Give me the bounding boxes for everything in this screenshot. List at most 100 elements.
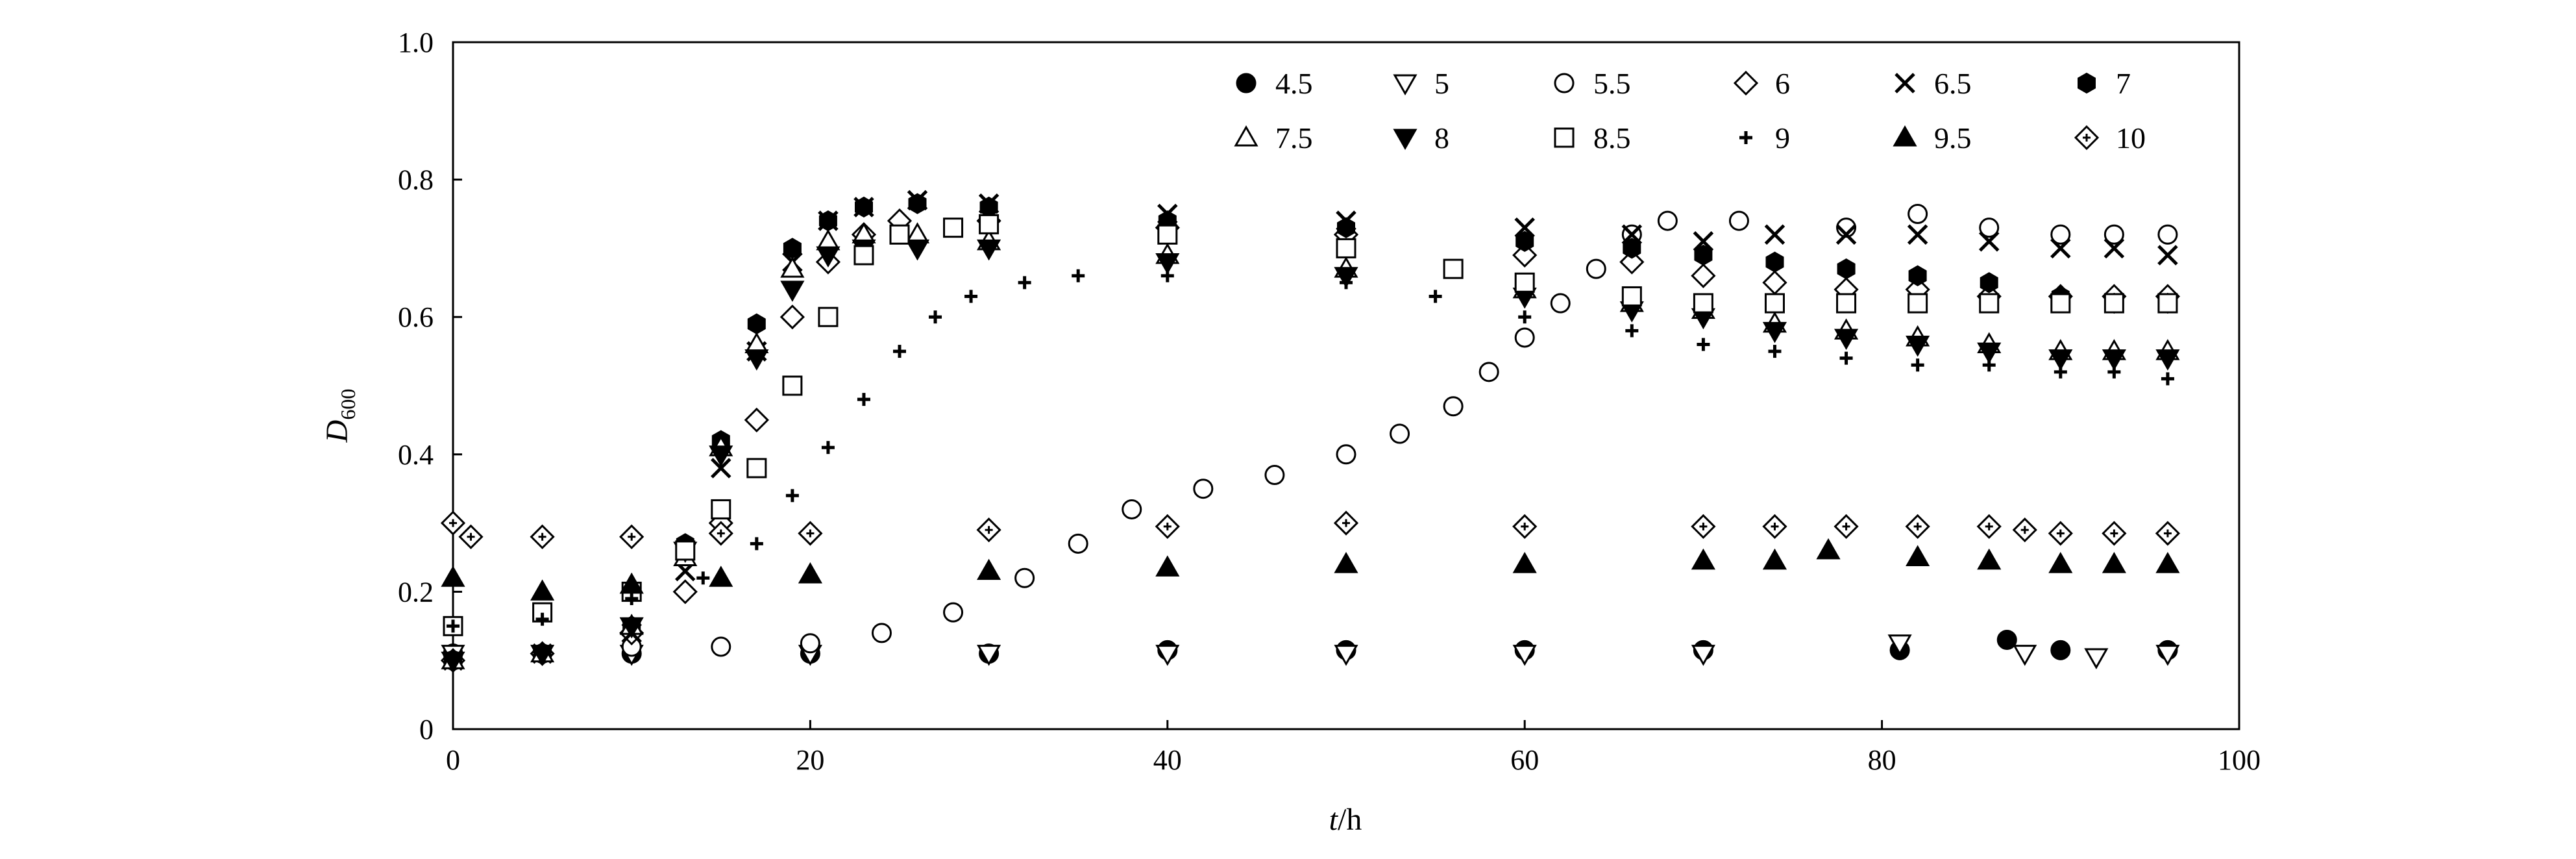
data-point [1657,210,1678,231]
legend-label: 10 [2116,121,2146,155]
data-point [709,566,733,587]
data-point [1728,210,1749,231]
data-point [1762,321,1787,343]
data-point [2048,521,2073,546]
data-point [979,196,998,218]
y-tick-label: 0 [419,714,434,745]
data-point [1979,293,2000,314]
data-point [1694,244,1713,266]
data-point [1816,538,1841,560]
data-point [675,540,696,561]
series-9 [447,269,2174,633]
data-point [1979,218,2000,238]
legend-marker [1739,131,1752,144]
data-point [2155,552,2180,573]
legend-marker [2078,72,2096,94]
x-axis-label: t/h [1329,803,1362,837]
x-axis: 0 20 40 60 80 100 [446,720,2261,776]
series-6-5 [443,190,2178,671]
data-point [943,602,964,623]
legend-label: 9 [1775,121,1790,155]
data-point [2107,365,2121,379]
data-point [2102,552,2126,573]
plot-area [452,41,2240,730]
data-point [1908,265,1927,286]
legend: 4.5 5 5.5 6 6.5 7 7.5 8 8.5 9 9.5 10 [1234,67,2146,155]
data-point [905,239,930,261]
data-point [1122,499,1142,519]
data-point [929,310,942,324]
legend-label: 7.5 [1275,121,1313,155]
data-point [855,196,873,218]
data-point [1518,310,1532,324]
legend-entry: 5 [1393,67,1449,100]
data-point [1390,423,1410,444]
data-point [530,524,555,549]
data-point [798,562,822,584]
data-point [672,579,698,604]
data-point [871,623,892,643]
data-point [1996,629,2017,650]
data-point [800,633,820,654]
x-tick-label: 20 [796,744,824,776]
data-point [1155,253,1180,275]
legend-label: 6 [1775,67,1790,100]
x-tick-label: 40 [1153,744,1182,776]
y-tick-label: 0.8 [398,164,434,196]
data-point [977,239,1001,261]
data-point [2102,521,2127,546]
data-point [798,521,823,546]
data-point [1691,514,1716,540]
data-point [1514,217,1535,238]
data-point [821,441,835,454]
data-point [1768,345,1782,358]
data-point [1764,293,1785,314]
data-point [2161,372,2174,386]
data-point [1514,327,1535,348]
data-point [780,256,805,278]
data-point [530,579,555,601]
data-point [530,645,555,666]
data-point [2084,648,2109,669]
data-point [619,617,644,639]
data-point [1907,293,1928,314]
data-point [889,224,910,245]
data-point [1762,514,1787,540]
data-point [780,280,805,302]
data-point [1621,224,1643,245]
data-point [1836,293,1857,314]
data-point [1333,510,1359,536]
data-point [1264,465,1285,486]
data-point [2157,224,2178,245]
legend-label: 8.5 [1593,121,1631,155]
series-9-5 [441,538,2180,601]
data-point [711,499,731,519]
data-point [1977,548,2002,570]
data-point [1980,272,1998,293]
x-tick-label: 60 [1510,744,1539,776]
data-point [1018,276,1031,290]
y-tick-label: 0.2 [398,576,434,608]
data-point [711,458,731,479]
data-point [2048,349,2073,371]
data-point [1906,336,1930,357]
data-point [818,306,839,327]
data-point [1693,293,1713,314]
data-point [1623,238,1641,259]
data-point [1512,645,1537,666]
x-tick-label: 80 [1868,744,1896,776]
legend-label: 4.5 [1275,67,1313,100]
data-point [964,290,978,303]
data-point [2104,238,2125,259]
data-point [783,238,802,259]
data-point [2157,293,2178,314]
data-point [2050,293,2071,314]
data-point [853,245,874,266]
legend-marker [2074,125,2100,151]
data-point [1697,338,1710,351]
legend-label: 7 [2116,67,2131,100]
data-point [1155,645,1180,666]
data-point [785,489,799,503]
data-point [2104,224,2124,245]
